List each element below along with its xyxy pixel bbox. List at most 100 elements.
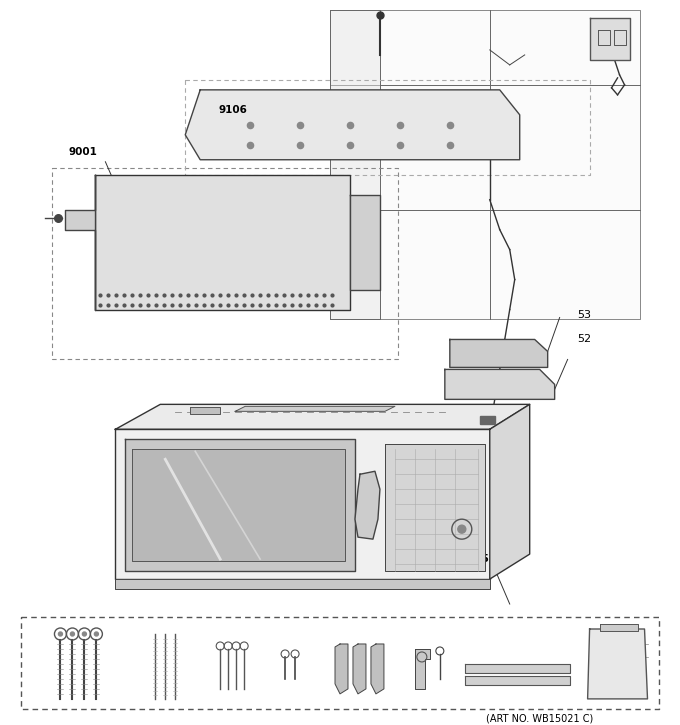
Point — [279, 299, 290, 310]
Polygon shape — [116, 405, 530, 429]
Point — [294, 289, 305, 300]
Point — [279, 289, 290, 300]
Point — [135, 289, 146, 300]
Point — [231, 299, 241, 310]
Point — [223, 289, 234, 300]
Polygon shape — [371, 644, 384, 694]
Point — [239, 289, 250, 300]
Point — [345, 119, 356, 130]
Point — [207, 289, 218, 300]
Point — [255, 299, 266, 310]
Point — [53, 212, 64, 223]
Polygon shape — [65, 175, 95, 310]
Point — [445, 119, 456, 130]
Point — [95, 289, 106, 300]
Point — [159, 299, 170, 310]
Circle shape — [58, 632, 63, 636]
Polygon shape — [600, 624, 638, 631]
Point — [143, 289, 154, 300]
Point — [345, 139, 356, 151]
Point — [127, 299, 138, 310]
Point — [111, 299, 122, 310]
Circle shape — [95, 632, 99, 636]
Polygon shape — [116, 429, 490, 579]
Polygon shape — [415, 649, 430, 689]
Point — [294, 139, 305, 151]
Point — [103, 299, 114, 310]
Text: 53: 53 — [577, 310, 592, 320]
Polygon shape — [185, 90, 520, 160]
Polygon shape — [235, 406, 395, 411]
Point — [245, 139, 256, 151]
Polygon shape — [355, 471, 380, 539]
Point — [159, 289, 170, 300]
Point — [319, 289, 330, 300]
Point — [326, 289, 337, 300]
Point — [151, 289, 162, 300]
Point — [245, 119, 256, 130]
Point — [294, 119, 305, 130]
Point — [394, 119, 405, 130]
Point — [311, 299, 322, 310]
Text: 9001: 9001 — [69, 146, 97, 157]
Point — [167, 299, 177, 310]
Polygon shape — [133, 450, 345, 561]
Polygon shape — [490, 405, 530, 579]
Point — [135, 299, 146, 310]
Text: 52: 52 — [577, 334, 592, 344]
Polygon shape — [125, 439, 355, 571]
Point — [127, 289, 138, 300]
Point — [111, 289, 122, 300]
Point — [262, 299, 273, 310]
Point — [175, 299, 186, 310]
Point — [239, 299, 250, 310]
Point — [394, 139, 405, 151]
Polygon shape — [95, 175, 350, 310]
Bar — [480, 416, 495, 424]
Point — [247, 289, 258, 300]
Point — [191, 299, 202, 310]
Point — [326, 299, 337, 310]
Point — [319, 299, 330, 310]
Polygon shape — [350, 195, 380, 289]
Point — [151, 299, 162, 310]
Point — [294, 299, 305, 310]
Point — [247, 299, 258, 310]
Polygon shape — [335, 644, 348, 694]
Polygon shape — [450, 339, 547, 368]
Point — [199, 289, 209, 300]
Polygon shape — [353, 644, 366, 694]
Point — [175, 289, 186, 300]
Polygon shape — [190, 407, 220, 415]
Point — [215, 289, 226, 300]
Polygon shape — [465, 664, 570, 673]
Text: 9005: 9005 — [460, 554, 489, 564]
Text: (ART NO. WB15021 C): (ART NO. WB15021 C) — [486, 714, 594, 724]
Polygon shape — [330, 10, 639, 320]
Point — [119, 299, 130, 310]
Point — [255, 289, 266, 300]
Point — [271, 299, 282, 310]
Point — [287, 289, 298, 300]
Point — [199, 299, 209, 310]
Text: VINYL: VINYL — [601, 649, 634, 659]
Point — [143, 299, 154, 310]
Polygon shape — [330, 10, 380, 320]
Point — [119, 289, 130, 300]
Polygon shape — [445, 370, 555, 399]
Point — [191, 289, 202, 300]
Point — [95, 299, 106, 310]
Point — [231, 289, 241, 300]
Polygon shape — [116, 579, 490, 589]
Point — [303, 299, 313, 310]
Point — [311, 289, 322, 300]
Circle shape — [71, 632, 74, 636]
Text: BAG: BAG — [606, 662, 629, 672]
Point — [103, 289, 114, 300]
Point — [445, 139, 456, 151]
Point — [303, 289, 313, 300]
Point — [183, 299, 194, 310]
Point — [207, 299, 218, 310]
Point — [375, 9, 386, 21]
Polygon shape — [465, 676, 570, 685]
